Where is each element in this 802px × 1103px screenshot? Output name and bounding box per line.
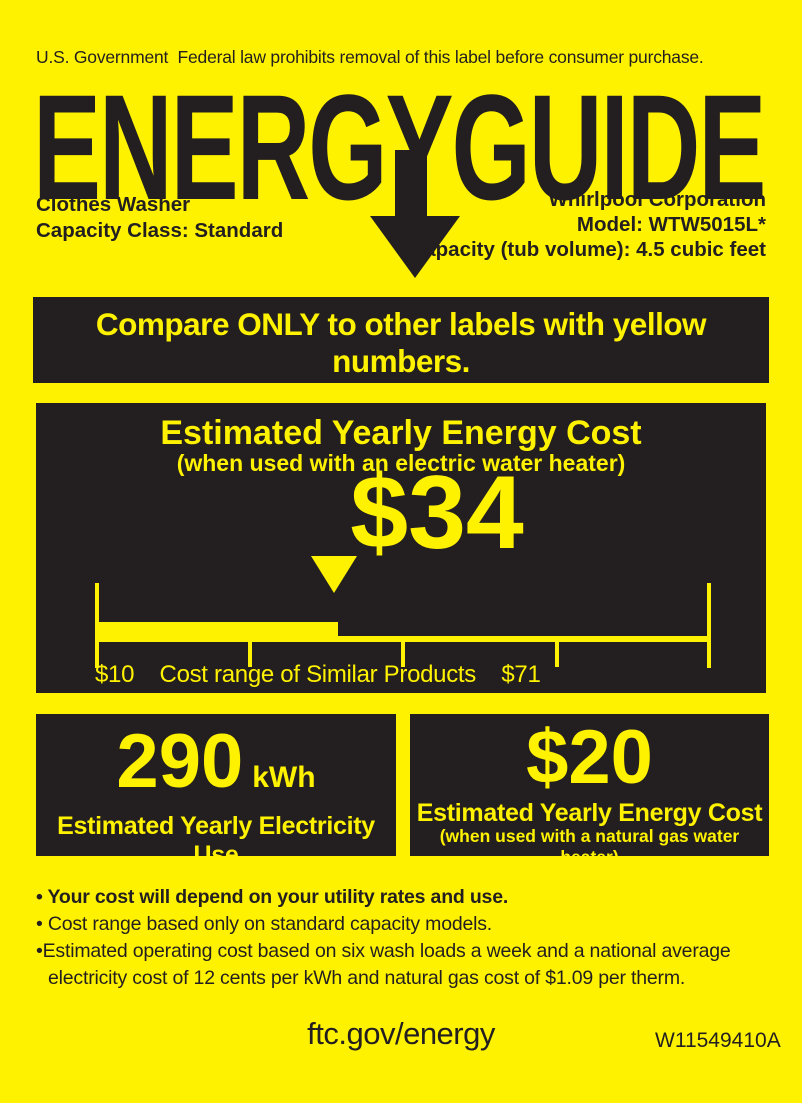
scale-bar-remainder (336, 636, 711, 642)
compare-banner: Compare ONLY to other labels with yellow… (33, 297, 769, 437)
gas-cost-panel: $20 Estimated Yearly Energy Cost (when u… (410, 714, 769, 867)
gas-cost-caption: Estimated Yearly Energy Cost (416, 799, 763, 827)
footnote-operating-cost: •Estimated operating cost based on six w… (36, 940, 731, 962)
capacity-class: Capacity Class: Standard (36, 219, 284, 242)
scale-tick (555, 636, 559, 667)
scale-labels: $10 Cost range of Similar Products $71 (95, 661, 541, 689)
yearly-energy-cost-panel: Estimated Yearly Energy Cost (when used … (36, 403, 766, 693)
model-number: Model: WTW5015L* (576, 213, 766, 236)
product-type: Clothes Washer (36, 193, 191, 216)
electricity-value-row: 290 kWh (36, 719, 396, 804)
cost-marker-triangle-icon (311, 556, 357, 593)
scale-tick (248, 636, 252, 667)
down-arrow-stem (395, 150, 427, 222)
electricity-use-value: 290 (116, 719, 244, 804)
scale-tick (401, 636, 405, 667)
federal-law-disclaimer: U.S. Government Federal law prohibits re… (36, 47, 704, 67)
footnote-cost-range: • Cost range based only on standard capa… (36, 913, 493, 935)
electricity-use-unit: kWh (252, 761, 316, 794)
ftc-url: ftc.gov/energy (307, 1016, 495, 1051)
panel-title: Estimated Yearly Energy Cost (160, 414, 642, 452)
scale-max-label: $71 (501, 661, 541, 688)
energyguide-logo: ENERGYGUIDE (33, 63, 766, 231)
electricity-use-caption: Estimated Yearly Electricity Use (57, 812, 375, 869)
manufacturer-info: Whirlpool Corporation Model: WTW5015L* C… (409, 187, 766, 262)
footnotes: • Your cost will depend on your utility … (36, 884, 731, 992)
down-arrow-icon (370, 216, 460, 278)
gas-cost-value: $20 (526, 715, 653, 800)
scale-bar-filled (95, 622, 338, 642)
scale-min-label: $10 (95, 661, 135, 688)
footnote-operating-cost-continued: electricity cost of 12 cents per kWh and… (48, 967, 686, 989)
footnote-utility-rates: • Your cost will depend on your utility … (36, 886, 509, 908)
manufacturer-name: Whirlpool Corporation (548, 188, 767, 211)
yearly-cost-value: $34 (350, 455, 524, 571)
scale-range-label: Cost range of Similar Products (159, 661, 477, 688)
panel-subtitle: (when used with an electric water heater… (176, 450, 626, 476)
appliance-info: Clothes Washer Capacity Class: Standard (36, 192, 283, 244)
compare-banner-line1: Compare ONLY to other labels with yellow… (95, 306, 707, 379)
electricity-use-panel: 290 kWh Estimated Yearly Electricity Use (36, 714, 396, 869)
scale-tick-max (707, 583, 711, 668)
gas-cost-subcaption: (when used with a natural gas water heat… (439, 826, 740, 867)
part-number: W11549410A (655, 1029, 781, 1052)
tub-capacity: Capacity (tub volume): 4.5 cubic feet (409, 238, 766, 261)
